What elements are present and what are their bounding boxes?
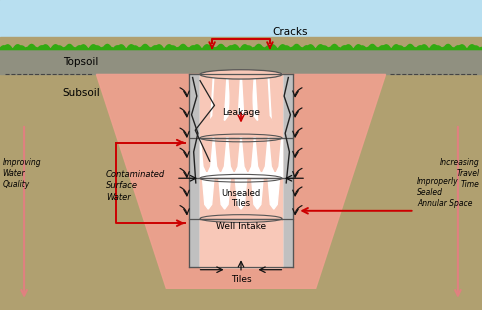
Text: Cracks: Cracks bbox=[272, 27, 308, 37]
Bar bbox=[200, 74, 282, 267]
Polygon shape bbox=[270, 74, 280, 124]
Polygon shape bbox=[219, 138, 230, 169]
Polygon shape bbox=[243, 74, 253, 124]
Polygon shape bbox=[0, 44, 482, 50]
Polygon shape bbox=[270, 138, 280, 172]
Polygon shape bbox=[235, 178, 247, 209]
Text: Improperly
Sealed
Annular Space: Improperly Sealed Annular Space bbox=[417, 177, 472, 208]
Polygon shape bbox=[229, 74, 239, 124]
Polygon shape bbox=[202, 138, 212, 172]
Text: Increasing
Travel
Time: Increasing Travel Time bbox=[440, 158, 480, 189]
Ellipse shape bbox=[200, 70, 282, 79]
Polygon shape bbox=[252, 138, 263, 169]
Polygon shape bbox=[268, 138, 280, 169]
Bar bbox=[200, 74, 282, 138]
Polygon shape bbox=[202, 74, 214, 120]
Bar bbox=[0, 0, 482, 99]
Bar bbox=[200, 74, 282, 267]
Bar bbox=[189, 74, 200, 267]
Text: Well Intake: Well Intake bbox=[216, 222, 266, 231]
Polygon shape bbox=[256, 138, 267, 172]
Polygon shape bbox=[268, 74, 280, 120]
Polygon shape bbox=[235, 138, 247, 169]
Polygon shape bbox=[229, 138, 239, 172]
Text: Improving
Water
Quality: Improving Water Quality bbox=[2, 158, 41, 189]
Bar bbox=[0, 50, 482, 74]
Text: Contaminated
Surface
Water: Contaminated Surface Water bbox=[106, 170, 165, 202]
Polygon shape bbox=[256, 74, 267, 124]
Polygon shape bbox=[96, 74, 386, 288]
Bar bbox=[200, 219, 282, 267]
Text: Tiles: Tiles bbox=[231, 274, 251, 284]
Polygon shape bbox=[252, 74, 263, 120]
Text: Unsealed
Tiles: Unsealed Tiles bbox=[221, 189, 261, 208]
Bar bbox=[200, 138, 282, 178]
Bar bbox=[200, 178, 282, 219]
Bar bbox=[282, 74, 293, 267]
Polygon shape bbox=[243, 138, 253, 172]
Polygon shape bbox=[215, 74, 226, 124]
Polygon shape bbox=[268, 178, 280, 209]
Text: Leakage: Leakage bbox=[222, 108, 260, 117]
Bar bbox=[0, 37, 482, 310]
Polygon shape bbox=[219, 74, 230, 120]
Bar bbox=[200, 219, 282, 267]
Text: Topsoil: Topsoil bbox=[63, 57, 98, 67]
Polygon shape bbox=[235, 74, 247, 120]
Bar bbox=[200, 138, 282, 178]
Polygon shape bbox=[202, 74, 212, 124]
Polygon shape bbox=[215, 138, 226, 172]
Polygon shape bbox=[202, 138, 214, 169]
Polygon shape bbox=[202, 178, 214, 209]
Polygon shape bbox=[219, 178, 230, 209]
Text: Subsoil: Subsoil bbox=[63, 88, 100, 98]
Polygon shape bbox=[252, 178, 263, 209]
